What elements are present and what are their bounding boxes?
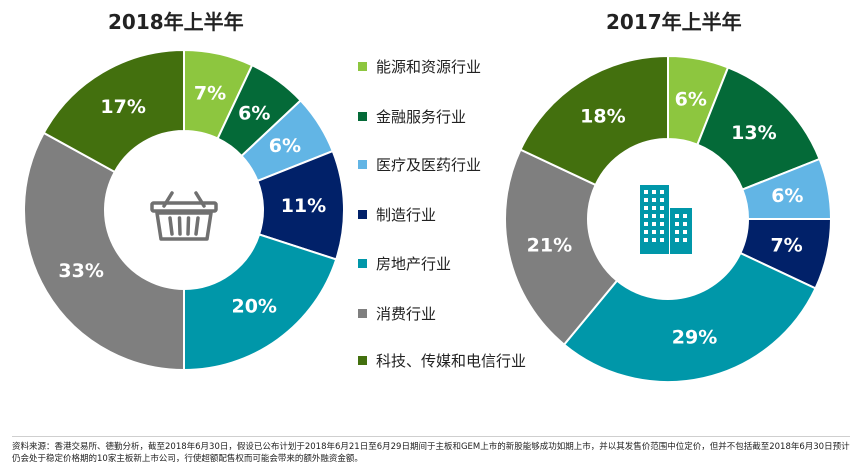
legend-swatch <box>358 160 367 169</box>
legend-item-tmt: 科技、传媒和电信行业 <box>358 350 541 372</box>
slice-value-label: 6% <box>269 135 301 157</box>
legend-swatch <box>358 356 367 365</box>
donut-2018: 7% 6% 6% 11% 20% 33% 17% <box>23 48 345 372</box>
legend-swatch <box>358 62 367 71</box>
legend-item-finance: 金融服务行业 <box>358 106 466 128</box>
slice-value-label: 21% <box>527 235 572 257</box>
legend-item-real-estate: 房地产行业 <box>358 253 451 275</box>
legend-item-energy: 能源和资源行业 <box>358 56 481 78</box>
donut-slice <box>562 251 817 383</box>
slice-value-label: 17% <box>100 96 145 118</box>
slice-value-label: 29% <box>672 327 717 349</box>
shopping-basket-icon <box>150 191 218 241</box>
legend-item-consumer: 消费行业 <box>358 303 436 325</box>
slice-value-label: 20% <box>231 296 276 318</box>
slice-value-label: 11% <box>281 195 326 217</box>
donut-slice <box>519 54 669 187</box>
slice-value-label: 13% <box>731 122 776 144</box>
chart-title-2018: 2018年上半年 <box>108 10 244 34</box>
legend-swatch <box>358 259 367 268</box>
slice-value-label: 6% <box>675 89 707 111</box>
slice-value-label: 7% <box>194 82 226 104</box>
chart-title-2017: 2017年上半年 <box>606 10 742 34</box>
slice-value-label: 6% <box>771 185 803 207</box>
slice-value-label: 6% <box>238 102 270 124</box>
divider <box>12 436 850 437</box>
donut-charts: 7% 6% 6% 11% 20% 33% 17% 6% 13% 6% 7% 29% 21% 18% <box>23 48 833 383</box>
donut-2017: 6% 13% 6% 7% 29% 21% 18% <box>504 54 833 383</box>
legend-swatch <box>358 210 367 219</box>
donut-slice <box>504 148 619 347</box>
donut-slice <box>23 131 185 372</box>
legend-swatch <box>358 112 367 121</box>
donut-slice <box>42 48 185 174</box>
slice-value-label: 18% <box>580 105 625 127</box>
office-building-icon <box>640 185 692 254</box>
slice-value-label: 33% <box>58 260 103 282</box>
footnote: 资料来源：香港交易所、德勤分析，截至2018年6月30日，假设已公布计划于201… <box>12 442 850 464</box>
legend-swatch <box>358 309 367 318</box>
legend-item-healthcare: 医疗及医药行业 <box>358 154 481 176</box>
legend-item-manufacturing: 制造行业 <box>358 204 436 226</box>
slice-value-label: 7% <box>770 235 802 257</box>
donut-slice <box>183 233 338 372</box>
